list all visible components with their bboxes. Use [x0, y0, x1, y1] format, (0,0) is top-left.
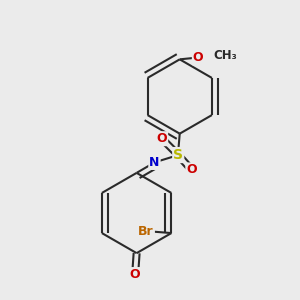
Text: O: O — [157, 132, 167, 145]
Text: S: S — [173, 148, 183, 162]
Text: O: O — [193, 51, 203, 64]
Text: CH₃: CH₃ — [214, 49, 237, 62]
Text: O: O — [186, 164, 197, 176]
Text: Br: Br — [138, 225, 154, 238]
Text: N: N — [149, 156, 160, 169]
Text: O: O — [130, 268, 140, 281]
